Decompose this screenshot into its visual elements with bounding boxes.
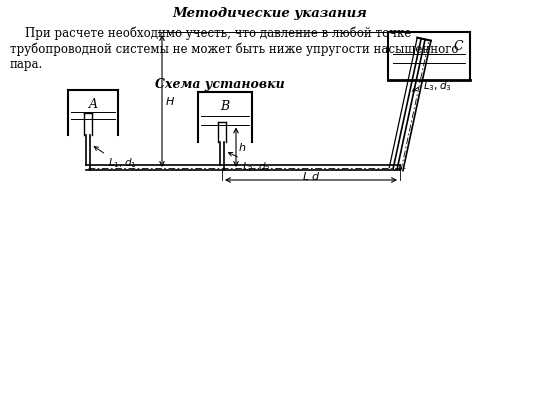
Text: $h$: $h$	[238, 141, 246, 153]
Text: A: A	[89, 98, 98, 111]
Text: C: C	[453, 40, 463, 53]
Text: $L_1, d_1$: $L_1, d_1$	[108, 156, 137, 170]
Text: B: B	[220, 100, 230, 113]
Text: $H$: $H$	[165, 95, 175, 107]
Text: трубопроводной системы не может быть ниже упругости насыщенного: трубопроводной системы не может быть ниж…	[10, 42, 458, 56]
Text: $L_3, d_3$: $L_3, d_3$	[422, 79, 451, 93]
Text: Схема установки: Схема установки	[155, 78, 285, 91]
Text: При расчете необходимо учесть, что давление в любой точке: При расчете необходимо учесть, что давле…	[10, 26, 411, 40]
Text: $L_2, d_2$: $L_2, d_2$	[242, 160, 271, 174]
Text: Методические указания: Методические указания	[173, 7, 367, 20]
Text: пара.: пара.	[10, 58, 43, 71]
Text: $L\ d$: $L\ d$	[301, 170, 320, 182]
